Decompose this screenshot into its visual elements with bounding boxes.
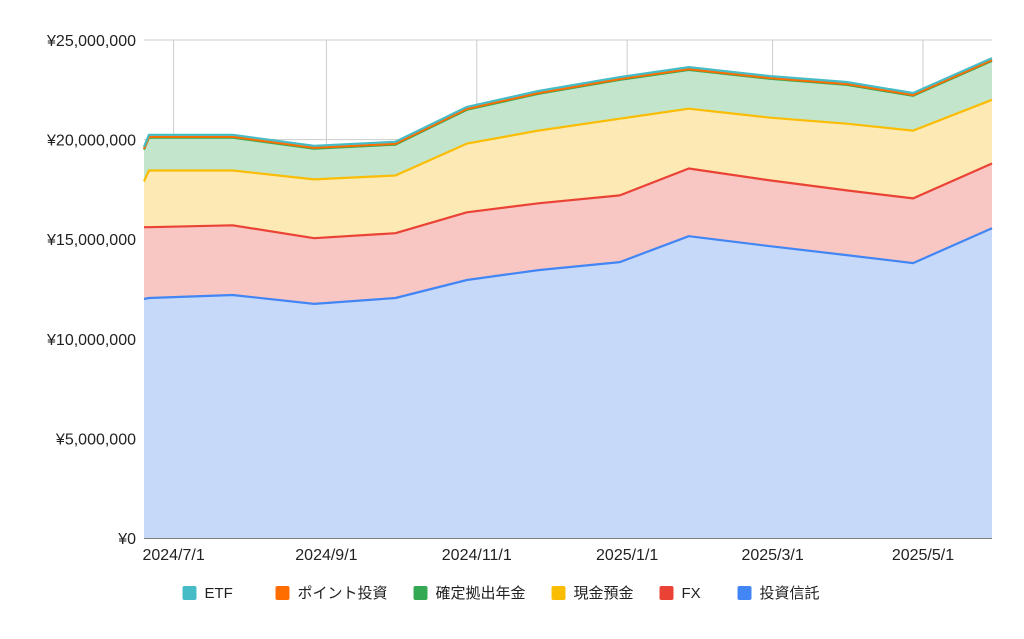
legend-label: ETF bbox=[205, 585, 233, 602]
legend-label: 投資信託 bbox=[760, 585, 820, 602]
legend-swatch bbox=[659, 586, 674, 600]
axis-layer: ¥0 ¥5,000,000 ¥10,000,000 ¥15,000,000 ¥20,00… bbox=[46, 33, 954, 564]
legend-item[interactable]: ETF bbox=[182, 585, 233, 602]
area-layer bbox=[144, 58, 992, 538]
line-layer bbox=[142, 57, 993, 305]
legend-item[interactable]: 投資信託 bbox=[737, 585, 820, 602]
x-tick-label: 2024/7/1 bbox=[142, 547, 204, 564]
y-tick-label: ¥0 bbox=[117, 531, 136, 548]
legend-swatch bbox=[275, 586, 290, 600]
legend-item[interactable]: 現金預金 bbox=[551, 585, 634, 602]
legend-item[interactable]: FX bbox=[659, 585, 701, 602]
y-tick-label: ¥5,000,000 bbox=[55, 431, 136, 448]
legend-swatch bbox=[551, 586, 566, 600]
y-tick-label: ¥25,000,000 bbox=[46, 33, 136, 50]
series-line-2 bbox=[142, 98, 993, 182]
legend-item[interactable]: 確定拠出年金 bbox=[413, 585, 526, 602]
x-tick-label: 2025/1/1 bbox=[596, 547, 658, 564]
series-line-5 bbox=[142, 57, 993, 148]
legend-swatch bbox=[413, 586, 428, 600]
legend-item[interactable]: ポイント投資 bbox=[275, 585, 388, 602]
x-tick-label: 2025/3/1 bbox=[741, 547, 803, 564]
x-tick-label: 2024/11/1 bbox=[442, 547, 512, 564]
legend-label: FX bbox=[682, 585, 701, 602]
x-tick-label: 2024/9/1 bbox=[295, 547, 357, 564]
series-line-4 bbox=[142, 59, 993, 150]
y-tick-label: ¥20,000,000 bbox=[46, 133, 136, 150]
y-tick-label: ¥15,000,000 bbox=[46, 232, 136, 249]
area-3 bbox=[144, 60, 992, 182]
legend-swatch bbox=[182, 586, 197, 600]
legend-label: 確定拠出年金 bbox=[436, 585, 526, 602]
legend-label: 現金預金 bbox=[574, 585, 634, 602]
y-tick-label: ¥10,000,000 bbox=[46, 332, 136, 349]
series-line-0 bbox=[143, 227, 993, 305]
series-line-1 bbox=[144, 162, 993, 240]
area-2 bbox=[144, 99, 992, 239]
x-tick-label: 2025/5/1 bbox=[892, 547, 954, 564]
area-0 bbox=[144, 228, 992, 538]
legend-swatch bbox=[737, 586, 752, 600]
legend-label: ポイント投資 bbox=[298, 585, 388, 602]
legend: ETF ポイント投資 確定拠出年金 現金預金 FX 投資信託 bbox=[182, 585, 820, 602]
area-1 bbox=[144, 163, 992, 304]
